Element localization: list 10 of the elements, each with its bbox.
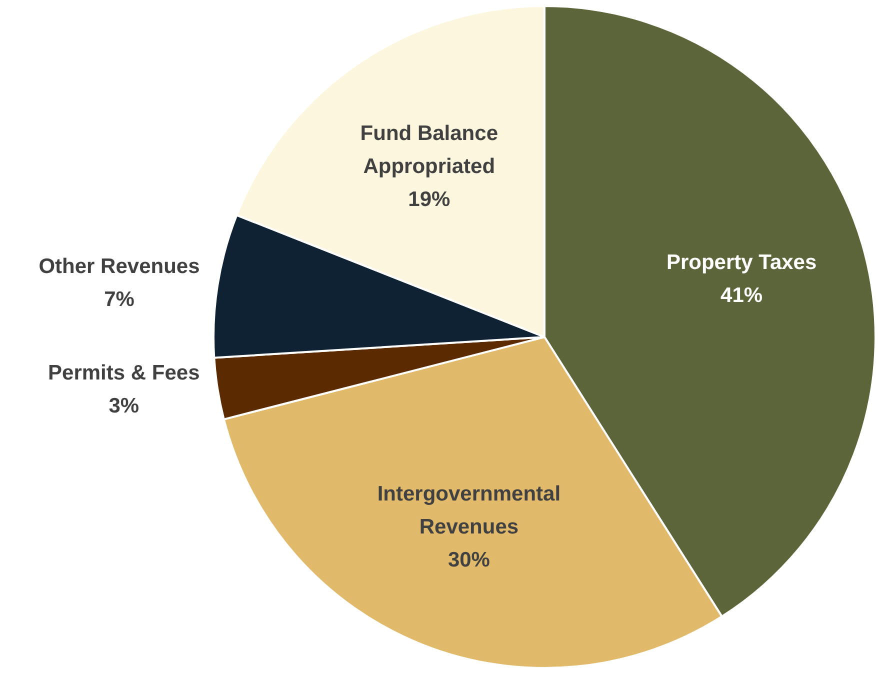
data-label: 19% [408, 188, 450, 212]
slice-label: Fund Balance Appropriated [360, 122, 498, 178]
slice-label: Intergovernmental Revenues [377, 482, 561, 539]
data-label: 3% [108, 394, 140, 418]
slice-label: Property Taxes [666, 251, 817, 274]
data-label: 30% [448, 548, 490, 572]
slice-label: Other Revenues [38, 254, 200, 278]
data-label: 7% [104, 288, 135, 311]
data-label: 41% [720, 284, 763, 308]
slice-label: Permits & Fees [48, 362, 200, 385]
